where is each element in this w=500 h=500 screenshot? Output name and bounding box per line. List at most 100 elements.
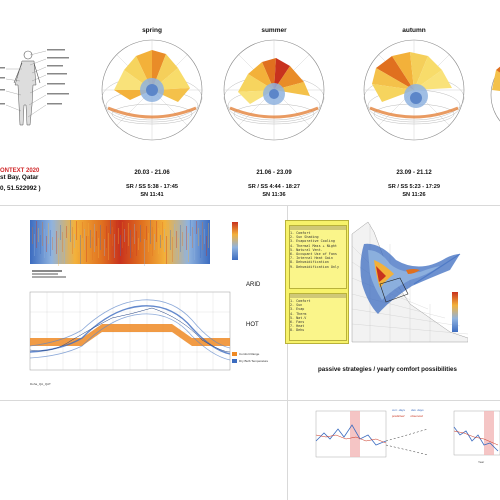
heatmap-texture xyxy=(48,223,49,244)
heatmap-texture xyxy=(30,220,31,232)
heatmap-texture xyxy=(206,236,207,256)
heatmap-texture xyxy=(68,233,69,250)
heatmap-texture xyxy=(160,235,161,248)
heatmap-texture xyxy=(110,220,111,234)
heatmap-texture xyxy=(204,229,205,244)
heatmap-texture xyxy=(182,232,183,246)
heatmap-texture xyxy=(112,227,113,246)
heatmap-texture xyxy=(104,239,105,256)
heatmap-texture xyxy=(60,225,61,240)
heatmap-texture xyxy=(200,235,201,258)
heatmap-texture xyxy=(106,226,107,248)
strategy-a-9: 9. Dehumidification Only xyxy=(290,264,339,269)
trend-legend-observed: observed xyxy=(410,414,423,418)
season-label-spring: spring xyxy=(142,27,162,34)
heatmap-texture xyxy=(186,226,187,250)
climate-arid-label: ARID xyxy=(246,282,261,288)
heatmap-texture xyxy=(46,236,47,252)
legend-comfort-range: Comfort Range xyxy=(239,352,260,356)
strategy-a-7: 7. Internal Heat Gain xyxy=(290,256,333,261)
heatmap-texture xyxy=(54,224,55,242)
sunpath-autumn-graphic xyxy=(363,39,465,141)
heatmap-info xyxy=(32,270,66,278)
strategies-panel: 1. Comfort 2. Sun Shading 3. Evaporative… xyxy=(285,220,349,344)
season-sunrise-sunset-spring: SR / SS 5:38 - 17:45 xyxy=(126,184,178,190)
heatmap-texture xyxy=(198,228,199,246)
sunpath-spring-graphic xyxy=(101,39,203,141)
heatmap-texture xyxy=(126,236,127,254)
heatmap-texture xyxy=(80,235,81,264)
heatmap-texture xyxy=(146,226,147,240)
strategy-b-5: 5. Nat.V xyxy=(290,315,307,320)
season-solar-noon-summer: SN 11:36 xyxy=(262,192,286,198)
location-block: ONTEXT 2020 st Bay, Qatar 0, 51.522992 ) xyxy=(0,168,95,192)
trend-chart-right-graphic xyxy=(453,410,500,456)
heatmap-texture xyxy=(140,225,141,242)
psychrometric-chart xyxy=(350,214,469,344)
heatmap-texture xyxy=(162,222,163,240)
trend-legend-predicted: predicted xyxy=(392,414,405,418)
temperature-chart-graphic xyxy=(29,291,231,371)
heatmap-texture xyxy=(78,228,79,252)
strategy-b-2: 2. Sun xyxy=(290,303,303,308)
heatmap-texture xyxy=(142,232,143,254)
trend-legend-curr: curr. days xyxy=(392,408,406,412)
strategies-title: passive strategies / yearly comfort poss… xyxy=(318,366,457,373)
heatmap-texture xyxy=(70,220,71,242)
heatmap-texture xyxy=(74,234,75,248)
heatmap-texture xyxy=(164,229,165,252)
heatmap-texture xyxy=(178,238,179,260)
heatmap-texture xyxy=(32,227,33,244)
strategy-a-1: 1. Comfort xyxy=(290,231,311,235)
heatmap-texture xyxy=(86,236,87,262)
season-solar-noon-spring: SN 11:41 xyxy=(140,192,164,198)
heatmap-texture xyxy=(136,231,137,256)
heatmap-texture xyxy=(34,234,35,256)
divider-top xyxy=(0,205,500,206)
psychrometric-chart-graphic xyxy=(351,221,469,343)
heatmap-texture xyxy=(152,227,153,256)
heatmap-texture xyxy=(188,233,189,262)
legend-swatch-comfort xyxy=(232,352,237,356)
strategy-a-5: 5. Natural Vent. xyxy=(290,247,323,252)
location-place: st Bay, Qatar xyxy=(0,174,39,181)
temperature-heatmap xyxy=(22,218,222,268)
season-solar-noon-autumn: SN 11:26 xyxy=(402,192,426,198)
heatmap-texture xyxy=(166,236,167,264)
heatmap-texture xyxy=(114,234,115,258)
heatmap-texture xyxy=(36,221,37,248)
strategies-list-b: 1. Comfort 2. Sun 3. Evap 4. Therm 5. Na… xyxy=(289,293,347,341)
heatmap-texture xyxy=(174,224,175,236)
anatomy-figure xyxy=(0,45,80,135)
heatmap-texture xyxy=(96,231,97,246)
temperature-legend: Comfort Range Dry Bulb Temperature xyxy=(232,352,272,363)
psychrometric-colorbar xyxy=(452,292,458,332)
heatmap-texture xyxy=(62,232,63,252)
trend-chart-left-graphic xyxy=(315,410,429,458)
heatmap-texture xyxy=(118,228,119,244)
heatmap-texture xyxy=(184,239,185,258)
heatmap-texture xyxy=(88,223,89,236)
strategy-b-1: 1. Comfort xyxy=(290,299,311,303)
strategy-b-4: 4. Therm xyxy=(290,311,307,316)
trend-xlabel: Year xyxy=(478,460,485,464)
sunpath-winter-partial xyxy=(488,50,500,140)
temperature-chart xyxy=(22,288,232,378)
heatmap-texture xyxy=(148,233,149,252)
heatmap-texture xyxy=(120,235,121,256)
heatmap-texture xyxy=(156,221,157,242)
sunpath-summer xyxy=(222,38,326,142)
heatmap-texture xyxy=(190,220,191,236)
heatmap-texture xyxy=(52,237,53,250)
heatmap-texture xyxy=(144,239,145,266)
heatmap-texture xyxy=(176,231,177,248)
season-dates-spring: 20.03 - 21.06 xyxy=(134,170,170,176)
heatmap-texture xyxy=(38,228,39,242)
sunpath-spring xyxy=(100,38,204,142)
heatmap-texture xyxy=(202,222,203,250)
heatmap-texture xyxy=(84,229,85,250)
strategy-b-8: 8. Dehu xyxy=(290,328,305,333)
heatmap-texture xyxy=(132,237,133,252)
heatmap-texture xyxy=(150,220,151,244)
heatmap-texture xyxy=(100,225,101,250)
